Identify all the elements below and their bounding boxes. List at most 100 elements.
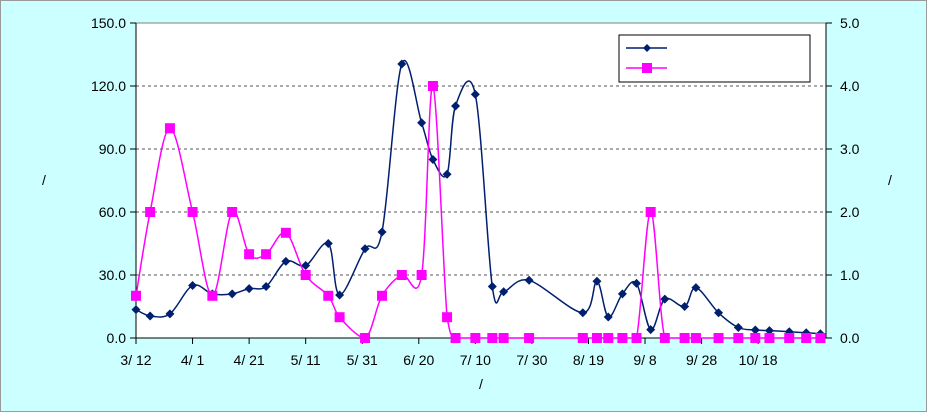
data-point-right xyxy=(631,333,642,343)
data-point-right xyxy=(416,270,427,280)
y-axis-right-label: / xyxy=(888,172,892,188)
data-point-right xyxy=(645,207,656,217)
data-point-left xyxy=(451,101,461,111)
data-point-right xyxy=(713,333,724,343)
x-axis-tick-label: 7/ 30 xyxy=(516,352,547,368)
legend-right-series-marker xyxy=(642,63,652,73)
series-layer xyxy=(131,59,826,343)
data-point-left xyxy=(592,276,602,286)
data-point-right xyxy=(659,333,670,343)
right-axis-tick-label: 1.0 xyxy=(840,267,860,283)
x-axis-tick-label: 5/ 31 xyxy=(347,352,378,368)
data-point-right xyxy=(261,249,272,260)
x-axis-tick-label: 5/ 11 xyxy=(291,352,321,368)
left-axis-tick-label: 60.0 xyxy=(99,204,126,220)
data-point-left xyxy=(397,59,407,69)
data-point-left xyxy=(750,325,760,335)
data-point-right xyxy=(524,333,535,343)
data-point-left xyxy=(335,290,345,300)
legend-box xyxy=(618,34,811,83)
y-axis-left-label: / xyxy=(42,172,46,188)
data-point-left xyxy=(442,169,452,179)
right-axis: 0.0 1.0 2.0 3.0 4.0 5.0 xyxy=(825,15,860,346)
data-point-left xyxy=(360,244,370,254)
data-point-left xyxy=(227,289,237,299)
x-axis-tick-label: 8/ 19 xyxy=(573,352,604,368)
x-axis-tick-label: 9/ 28 xyxy=(686,352,717,368)
legend-left-series-marker xyxy=(643,44,651,52)
data-point-right xyxy=(690,333,701,343)
data-point-right xyxy=(815,333,826,343)
data-point-left xyxy=(417,118,427,128)
data-point-right xyxy=(764,333,775,343)
data-point-right xyxy=(750,333,761,343)
right-axis-tick-label: 5.0 xyxy=(840,15,860,31)
data-point-left xyxy=(281,256,291,266)
right-axis-tick-label: 0.0 xyxy=(840,330,860,346)
data-point-right xyxy=(377,290,388,301)
data-point-left xyxy=(188,281,198,290)
x-axis-tick-label: 4/ 21 xyxy=(234,352,265,368)
x-axis-label: / xyxy=(479,376,483,392)
data-point-right xyxy=(207,290,218,301)
data-point-right xyxy=(360,333,371,343)
left-axis-tick-label: 0.0 xyxy=(107,330,127,346)
data-point-right xyxy=(244,249,255,260)
data-point-right xyxy=(131,290,141,301)
data-point-right xyxy=(427,81,438,91)
data-point-right xyxy=(603,333,614,343)
data-point-left xyxy=(470,89,480,99)
data-point-left xyxy=(646,325,656,335)
x-axis-tick-label: 3/ 12 xyxy=(120,352,151,368)
data-point-right xyxy=(784,333,795,343)
left-axis-tick-label: 120.0 xyxy=(91,78,126,94)
right-axis-tick-label: 4.0 xyxy=(840,78,860,94)
x-axis-tick-label: 6/ 20 xyxy=(403,352,434,368)
data-point-left xyxy=(261,282,271,292)
data-point-left xyxy=(428,155,438,164)
data-point-left xyxy=(714,308,724,318)
data-point-left xyxy=(499,287,509,297)
left-axis-tick-label: 90.0 xyxy=(99,141,126,157)
data-point-right xyxy=(300,270,311,280)
data-point-left xyxy=(165,309,175,319)
data-point-left xyxy=(301,261,311,271)
data-point-left xyxy=(603,312,613,322)
data-point-left xyxy=(377,227,387,237)
x-axis-tick-label: 7/ 10 xyxy=(460,352,491,368)
series-right xyxy=(131,81,826,343)
data-point-left xyxy=(145,311,155,321)
data-point-left xyxy=(487,282,497,292)
legend xyxy=(618,34,811,83)
data-point-left xyxy=(660,294,670,304)
left-axis-tick-label: 30.0 xyxy=(99,267,126,283)
data-point-right xyxy=(323,290,334,301)
data-point-right xyxy=(450,333,461,343)
data-point-left xyxy=(244,284,254,294)
data-point-right xyxy=(617,333,628,343)
data-point-right xyxy=(801,333,812,343)
series-line-left xyxy=(135,59,821,335)
data-point-right xyxy=(334,312,345,323)
right-axis-tick-label: 2.0 xyxy=(840,204,860,220)
data-point-left xyxy=(131,305,141,315)
data-point-left xyxy=(524,275,534,285)
right-axis-tick-label: 3.0 xyxy=(840,141,860,157)
x-axis-tick-label: 10/ 18 xyxy=(739,352,778,368)
data-point-left xyxy=(764,326,774,336)
data-point-right xyxy=(679,333,690,343)
data-point-right xyxy=(396,270,407,280)
data-point-right xyxy=(145,207,156,217)
data-point-right xyxy=(591,333,602,343)
data-point-right xyxy=(227,207,238,217)
data-point-right xyxy=(733,333,744,343)
data-point-right xyxy=(577,333,588,343)
data-point-right xyxy=(187,207,198,217)
data-point-left xyxy=(680,302,690,311)
data-point-right xyxy=(164,123,175,134)
left-axis: 0.0 30.0 60.0 90.0 120.0 150.0 xyxy=(91,15,137,346)
x-axis-tick-label: 4/ 1 xyxy=(181,352,205,368)
data-point-right xyxy=(498,333,509,343)
data-point-right xyxy=(470,333,481,343)
